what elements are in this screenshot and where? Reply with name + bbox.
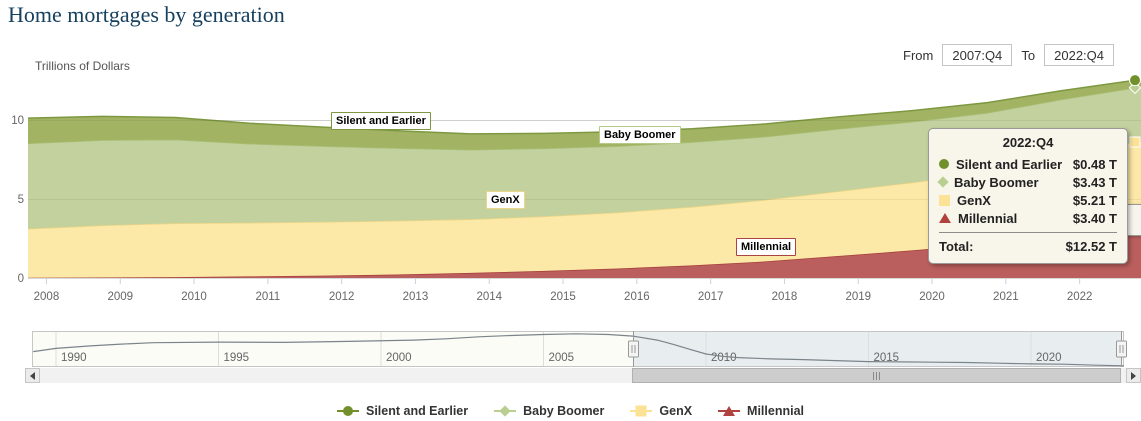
- x-axis-label: 2012: [329, 291, 355, 303]
- tooltip-total-row: Total: $12.52 T: [939, 237, 1117, 255]
- scrollbar-thumb[interactable]: [632, 368, 1121, 383]
- y-axis-title: Trillions of Dollars: [35, 59, 130, 73]
- tooltip-total-value: $12.52 T: [1065, 238, 1117, 254]
- triangle-marker-icon: [718, 405, 741, 417]
- x-axis-label: 2022: [1067, 291, 1093, 303]
- navigator-year-label: 2010: [711, 352, 737, 364]
- navigator-handle-right[interactable]: [1116, 340, 1127, 358]
- circle-marker-icon: [336, 405, 359, 417]
- series-label-genx: GenX: [486, 191, 525, 209]
- tooltip-rows: Silent and Earlier $0.48 T Baby Boomer $3.4…: [937, 155, 1117, 227]
- navigator-year-label: 2015: [874, 352, 900, 364]
- legend-item-silent-and-earlier[interactable]: Silent and Earlier: [336, 404, 469, 418]
- arrow-right-icon: [1131, 371, 1136, 380]
- navigator-line: [33, 333, 1125, 367]
- area-silent-and-earlier[interactable]: [28, 80, 1141, 150]
- navigator-year-label: 2005: [549, 352, 575, 364]
- legend-label: Silent and Earlier: [365, 404, 469, 418]
- marker-square-icon: [1129, 136, 1141, 148]
- tooltip-row: Millennial $3.40 T: [939, 209, 1117, 227]
- diamond-marker-icon: [494, 405, 517, 417]
- tooltip-series-value: $0.48 T: [1072, 156, 1117, 172]
- navigator-selected-range[interactable]: [633, 331, 1121, 367]
- diamond-marker-icon: [937, 176, 949, 188]
- to-label: To: [1021, 47, 1036, 63]
- tooltip-title: 2022:Q4: [1002, 135, 1054, 150]
- y-axis-label: 10: [11, 115, 24, 127]
- from-input[interactable]: [942, 44, 1013, 66]
- x-axis-label: 2020: [919, 291, 945, 303]
- marker-circle-icon: [1129, 74, 1141, 87]
- tooltip-divider: [939, 232, 1117, 233]
- to-input[interactable]: [1044, 44, 1115, 66]
- from-label: From: [903, 47, 934, 63]
- tooltip-series-value: $3.43 T: [1072, 174, 1117, 190]
- range-controls: From To: [903, 44, 1115, 66]
- scrollbar-left-button[interactable]: [25, 368, 40, 383]
- tooltip-row: GenX $5.21 T: [939, 191, 1117, 209]
- navigator-year-label: 1995: [224, 352, 250, 364]
- tooltip-row: Silent and Earlier $0.48 T: [939, 155, 1117, 173]
- tooltip-series-value: $5.21 T: [1072, 192, 1117, 208]
- scrollbar: [25, 368, 1141, 383]
- triangle-marker-icon: [723, 406, 736, 416]
- tooltip-series-name: GenX: [957, 192, 991, 208]
- legend-item-millennial[interactable]: Millennial: [718, 404, 804, 418]
- tooltip-series-value: $3.40 T: [1072, 210, 1117, 226]
- x-axis-label: 2015: [550, 291, 576, 303]
- x-axis-label: 2017: [698, 291, 724, 303]
- navigator-year-label: 2020: [1036, 352, 1062, 364]
- series-label-silent-and-earlier: Silent and Earlier: [331, 112, 431, 130]
- navigator-handle-left[interactable]: [628, 340, 639, 358]
- page-title: Home mortgages by generation: [8, 2, 285, 27]
- tooltip: 2022:Q4 Silent and Earlier $0.48 T Baby Bo…: [928, 128, 1128, 264]
- series-label-millennial: Millennial: [736, 238, 797, 256]
- x-axis-label: 2016: [624, 291, 650, 303]
- square-marker-icon: [939, 194, 950, 206]
- navigator-year-label: 2000: [386, 352, 412, 364]
- area-baby-boomer[interactable]: [28, 87, 1141, 229]
- tooltip-series-name: Baby Boomer: [954, 174, 1039, 190]
- circle-marker-icon: [939, 159, 949, 169]
- x-axis-label: 2014: [476, 291, 502, 303]
- legend-item-baby-boomer[interactable]: Baby Boomer: [494, 404, 604, 418]
- legend-item-genx[interactable]: GenX: [630, 404, 692, 418]
- x-axis-label: 2019: [845, 291, 871, 303]
- series-label-baby-boomer: Baby Boomer: [599, 126, 681, 144]
- tooltip-total-label: Total:: [939, 238, 974, 254]
- navigator-outside-range[interactable]: [32, 331, 633, 367]
- diamond-marker-icon: [499, 405, 511, 417]
- x-axis-label: 2018: [772, 291, 798, 303]
- area-millennial[interactable]: [28, 224, 1141, 278]
- tooltip-series-name: Silent and Earlier: [956, 156, 1063, 172]
- x-axis-label: 2008: [34, 291, 60, 303]
- legend-label: Millennial: [747, 404, 804, 418]
- x-axis-label: 2013: [403, 291, 429, 303]
- circle-marker-icon: [342, 406, 353, 416]
- triangle-marker-icon: [939, 213, 951, 223]
- x-axis-label: 2010: [181, 291, 207, 303]
- x-axis-label: 2009: [107, 291, 133, 303]
- y-axis-label: 0: [18, 273, 24, 285]
- scrollbar-right-button[interactable]: [1126, 368, 1141, 383]
- y-axis-label: 5: [18, 194, 24, 206]
- legend-label: GenX: [659, 404, 693, 418]
- x-axis-label: 2011: [255, 291, 280, 303]
- legend: Silent and Earlier Baby Boomer GenX Millenn…: [0, 404, 1141, 418]
- navigator-year-label: 1990: [61, 352, 87, 364]
- area-genx[interactable]: [28, 142, 1141, 278]
- tooltip-row: Baby Boomer $3.43 T: [937, 173, 1117, 191]
- x-axis-label: 2021: [993, 291, 1019, 303]
- arrow-left-icon: [30, 371, 35, 380]
- tooltip-series-name: Millennial: [958, 210, 1018, 226]
- square-marker-icon: [635, 405, 647, 417]
- square-marker-icon: [630, 405, 653, 417]
- legend-label: Baby Boomer: [523, 404, 605, 418]
